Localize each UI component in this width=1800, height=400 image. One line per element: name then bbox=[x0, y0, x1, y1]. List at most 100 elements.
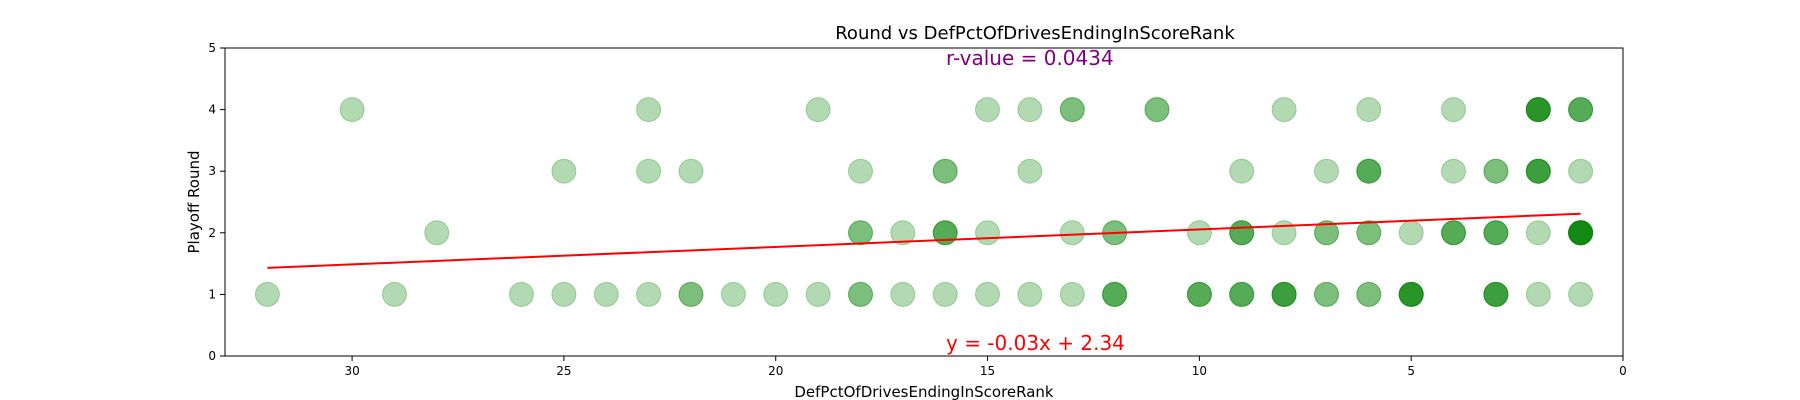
scatter-point bbox=[1525, 97, 1551, 123]
scatter-point bbox=[1229, 281, 1255, 307]
scatter-point bbox=[932, 158, 958, 184]
scatter-point bbox=[1398, 281, 1424, 307]
scatter-point bbox=[1525, 158, 1551, 184]
scatter-point bbox=[763, 281, 789, 307]
scatter-point bbox=[1483, 281, 1509, 307]
scatter-point bbox=[975, 220, 1000, 246]
scatter-point bbox=[1568, 220, 1594, 246]
scatter-point bbox=[1186, 220, 1212, 246]
x-tick-label: 0 bbox=[1619, 364, 1627, 378]
scatter-point bbox=[1059, 97, 1085, 123]
scatter-point bbox=[1356, 158, 1382, 184]
scatter-point bbox=[1441, 220, 1466, 246]
regression-line bbox=[267, 212, 1581, 269]
scatter-point bbox=[1229, 281, 1255, 307]
x-tick-label: 25 bbox=[556, 364, 571, 378]
scatter-point bbox=[1186, 281, 1212, 307]
scatter-point bbox=[1568, 97, 1594, 123]
scatter-point bbox=[1568, 220, 1594, 246]
y-tick-label: 5 bbox=[208, 41, 216, 55]
scatter-point bbox=[1059, 97, 1085, 123]
scatter-point bbox=[1483, 158, 1509, 184]
scatter-point bbox=[1144, 97, 1170, 123]
scatter-point bbox=[1229, 281, 1255, 307]
y-tick-label: 4 bbox=[208, 103, 216, 117]
y-tick-label: 0 bbox=[208, 349, 216, 363]
scatter-point bbox=[678, 281, 704, 307]
scatter-point bbox=[551, 281, 577, 307]
scatter-point bbox=[1398, 220, 1424, 246]
scatter-point bbox=[1483, 281, 1509, 307]
scatter-point bbox=[1314, 281, 1339, 307]
scatter-point bbox=[932, 281, 958, 307]
scatter-point bbox=[1568, 220, 1594, 246]
y-tick-label: 1 bbox=[208, 287, 216, 301]
regression-equation-annotation: y = -0.03x + 2.34 bbox=[946, 331, 1125, 355]
data-points bbox=[254, 97, 1594, 307]
scatter-point bbox=[1441, 220, 1466, 246]
scatter-point bbox=[890, 281, 916, 307]
scatter-point bbox=[1356, 220, 1382, 246]
chart-title: Round vs DefPctOfDrivesEndingInScoreRank bbox=[835, 23, 1235, 44]
scatter-point bbox=[678, 158, 704, 184]
x-tick-label: 10 bbox=[1192, 364, 1207, 378]
scatter-point bbox=[1525, 97, 1551, 123]
scatter-point bbox=[1356, 220, 1382, 246]
scatter-point bbox=[805, 97, 831, 123]
scatter-point bbox=[1271, 281, 1297, 307]
plot-frame bbox=[224, 47, 1624, 357]
scatter-point bbox=[1483, 220, 1509, 246]
scatter-point bbox=[382, 281, 407, 307]
scatter-point bbox=[1483, 281, 1509, 307]
x-axis-label: DefPctOfDrivesEndingInScoreRank bbox=[794, 383, 1054, 400]
scatter-point bbox=[636, 281, 662, 307]
scatter-point bbox=[1229, 158, 1255, 184]
scatter-point bbox=[1525, 158, 1551, 184]
r-value-annotation: r-value = 0.0434 bbox=[946, 46, 1114, 70]
scatter-point bbox=[1102, 281, 1128, 307]
scatter-point bbox=[1017, 158, 1043, 184]
scatter-point bbox=[1017, 281, 1043, 307]
regression-layer bbox=[267, 212, 1581, 269]
scatter-point bbox=[720, 281, 746, 307]
scatter-point bbox=[1356, 281, 1382, 307]
scatter-point bbox=[1356, 281, 1382, 307]
scatter-point bbox=[1356, 158, 1382, 184]
scatter-point bbox=[1271, 220, 1297, 246]
scatter-point bbox=[1525, 97, 1551, 123]
scatter-point bbox=[1441, 97, 1466, 123]
scatter-point bbox=[1568, 97, 1594, 123]
scatter-point bbox=[1229, 220, 1255, 246]
scatter-point bbox=[1525, 97, 1551, 123]
scatter-point bbox=[1398, 281, 1424, 307]
scatter-point bbox=[890, 220, 916, 246]
scatter-point bbox=[1568, 158, 1594, 184]
scatter-point bbox=[636, 158, 662, 184]
y-axis-label: Playoff Round bbox=[185, 150, 203, 253]
scatter-point bbox=[1568, 220, 1594, 246]
scatter-point bbox=[1017, 97, 1043, 123]
scatter-point bbox=[1525, 97, 1551, 123]
scatter-point bbox=[1186, 281, 1212, 307]
scatter-point bbox=[1059, 220, 1085, 246]
scatter-point bbox=[593, 281, 619, 307]
scatter-point bbox=[1568, 220, 1594, 246]
scatter-point bbox=[1441, 158, 1466, 184]
scatter-point bbox=[1102, 281, 1128, 307]
scatter-point bbox=[1568, 220, 1594, 246]
scatter-point bbox=[1525, 220, 1551, 246]
scatter-point bbox=[805, 281, 831, 307]
scatter-point bbox=[1483, 158, 1509, 184]
x-tick-label: 30 bbox=[344, 364, 359, 378]
scatter-point bbox=[1271, 97, 1297, 123]
scatter-point bbox=[1186, 281, 1212, 307]
scatter-point bbox=[1271, 281, 1297, 307]
scatter-point bbox=[975, 97, 1000, 123]
scatter-point bbox=[1525, 158, 1551, 184]
scatter-point bbox=[509, 281, 534, 307]
scatter-point bbox=[1398, 281, 1424, 307]
scatter-point bbox=[1059, 281, 1085, 307]
scatter-point bbox=[1356, 97, 1382, 123]
y-axis-ticks: 0 1 2 3 4 5 bbox=[208, 41, 225, 363]
